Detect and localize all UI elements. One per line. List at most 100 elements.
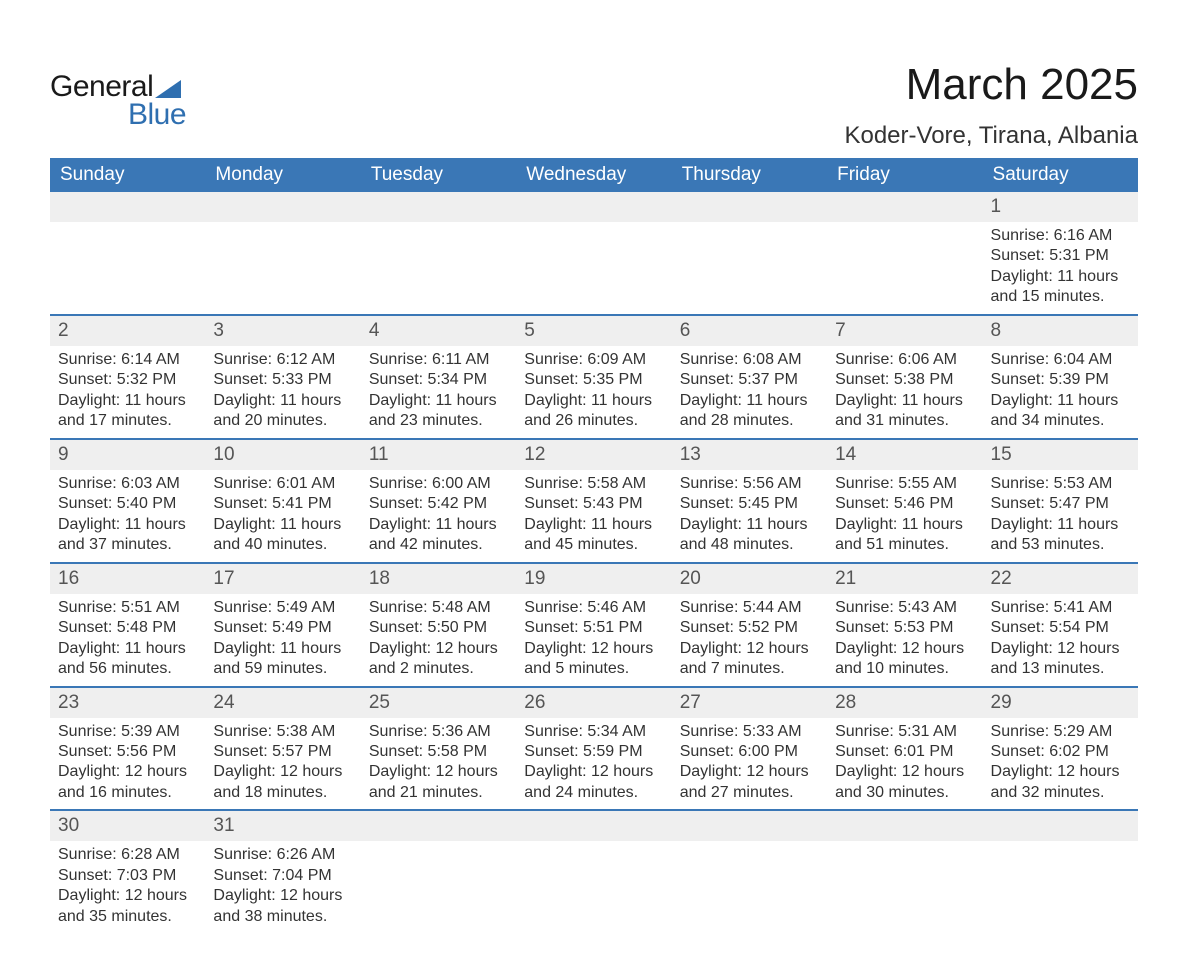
sunset-line: Sunset: 5:50 PM (369, 618, 508, 638)
daylight-line: Daylight: 11 hours and 23 minutes. (369, 391, 508, 432)
sunrise-line: Sunrise: 5:38 AM (213, 722, 352, 742)
calendar-day-cell (516, 810, 671, 933)
sunrise-line: Sunrise: 6:12 AM (213, 350, 352, 370)
day-details: Sunrise: 5:49 AMSunset: 5:49 PMDaylight:… (205, 594, 360, 686)
day-details: Sunrise: 6:00 AMSunset: 5:42 PMDaylight:… (361, 470, 516, 562)
sunset-line: Sunset: 7:04 PM (213, 866, 352, 886)
sunset-line: Sunset: 6:00 PM (680, 742, 819, 762)
sunrise-line: Sunrise: 6:06 AM (835, 350, 974, 370)
daylight-line: Daylight: 11 hours and 17 minutes. (58, 391, 197, 432)
calendar-day-cell: 11Sunrise: 6:00 AMSunset: 5:42 PMDayligh… (361, 439, 516, 563)
brand-triangle-icon (155, 80, 181, 98)
calendar-day-cell: 27Sunrise: 5:33 AMSunset: 6:00 PMDayligh… (672, 687, 827, 811)
day-number: 17 (205, 564, 360, 594)
daylight-line: Daylight: 11 hours and 28 minutes. (680, 391, 819, 432)
day-number: 29 (983, 688, 1138, 718)
calendar-day-cell (827, 192, 982, 315)
day-number: 3 (205, 316, 360, 346)
day-number: 13 (672, 440, 827, 470)
day-details: Sunrise: 5:41 AMSunset: 5:54 PMDaylight:… (983, 594, 1138, 686)
sunrise-line: Sunrise: 5:43 AM (835, 598, 974, 618)
day-number: 20 (672, 564, 827, 594)
sunrise-line: Sunrise: 5:46 AM (524, 598, 663, 618)
sunset-line: Sunset: 5:53 PM (835, 618, 974, 638)
day-number: 26 (516, 688, 671, 718)
calendar-day-cell: 20Sunrise: 5:44 AMSunset: 5:52 PMDayligh… (672, 563, 827, 687)
sunset-line: Sunset: 5:49 PM (213, 618, 352, 638)
sunrise-line: Sunrise: 6:03 AM (58, 474, 197, 494)
calendar-week-row: 30Sunrise: 6:28 AMSunset: 7:03 PMDayligh… (50, 810, 1138, 933)
day-number: 8 (983, 316, 1138, 346)
day-number (827, 811, 982, 841)
calendar-week-row: 1Sunrise: 6:16 AMSunset: 5:31 PMDaylight… (50, 192, 1138, 315)
sunset-line: Sunset: 5:56 PM (58, 742, 197, 762)
day-number: 9 (50, 440, 205, 470)
day-details: Sunrise: 5:48 AMSunset: 5:50 PMDaylight:… (361, 594, 516, 686)
day-details (205, 222, 360, 282)
sunrise-line: Sunrise: 5:44 AM (680, 598, 819, 618)
day-number (361, 811, 516, 841)
calendar-day-cell (672, 810, 827, 933)
weekday-header: Thursday (672, 158, 827, 192)
day-details: Sunrise: 5:34 AMSunset: 5:59 PMDaylight:… (516, 718, 671, 810)
sunrise-line: Sunrise: 6:28 AM (58, 845, 197, 865)
sunset-line: Sunset: 5:38 PM (835, 370, 974, 390)
sunset-line: Sunset: 5:41 PM (213, 494, 352, 514)
daylight-line: Daylight: 12 hours and 10 minutes. (835, 639, 974, 680)
calendar-week-row: 2Sunrise: 6:14 AMSunset: 5:32 PMDaylight… (50, 315, 1138, 439)
daylight-line: Daylight: 11 hours and 56 minutes. (58, 639, 197, 680)
calendar-day-cell: 25Sunrise: 5:36 AMSunset: 5:58 PMDayligh… (361, 687, 516, 811)
day-number: 16 (50, 564, 205, 594)
day-number: 21 (827, 564, 982, 594)
day-number: 22 (983, 564, 1138, 594)
sunset-line: Sunset: 6:01 PM (835, 742, 974, 762)
calendar-day-cell (827, 810, 982, 933)
daylight-line: Daylight: 12 hours and 21 minutes. (369, 762, 508, 803)
day-details: Sunrise: 5:43 AMSunset: 5:53 PMDaylight:… (827, 594, 982, 686)
day-details: Sunrise: 6:04 AMSunset: 5:39 PMDaylight:… (983, 346, 1138, 438)
brand-word-2: Blue (128, 98, 186, 132)
day-details (516, 841, 671, 901)
day-number: 18 (361, 564, 516, 594)
day-details (672, 841, 827, 901)
day-details: Sunrise: 6:03 AMSunset: 5:40 PMDaylight:… (50, 470, 205, 562)
calendar-day-cell: 23Sunrise: 5:39 AMSunset: 5:56 PMDayligh… (50, 687, 205, 811)
sunset-line: Sunset: 5:59 PM (524, 742, 663, 762)
calendar-day-cell: 12Sunrise: 5:58 AMSunset: 5:43 PMDayligh… (516, 439, 671, 563)
location-subtitle: Koder-Vore, Tirana, Albania (844, 122, 1138, 150)
sunrise-line: Sunrise: 6:14 AM (58, 350, 197, 370)
sunset-line: Sunset: 5:46 PM (835, 494, 974, 514)
sunrise-line: Sunrise: 5:53 AM (991, 474, 1130, 494)
calendar-day-cell: 13Sunrise: 5:56 AMSunset: 5:45 PMDayligh… (672, 439, 827, 563)
weekday-header: Friday (827, 158, 982, 192)
sunset-line: Sunset: 5:52 PM (680, 618, 819, 638)
day-details: Sunrise: 5:39 AMSunset: 5:56 PMDaylight:… (50, 718, 205, 810)
day-details (50, 222, 205, 282)
calendar-day-cell (672, 192, 827, 315)
calendar-day-cell: 22Sunrise: 5:41 AMSunset: 5:54 PMDayligh… (983, 563, 1138, 687)
sunset-line: Sunset: 5:51 PM (524, 618, 663, 638)
daylight-line: Daylight: 12 hours and 13 minutes. (991, 639, 1130, 680)
day-details: Sunrise: 5:53 AMSunset: 5:47 PMDaylight:… (983, 470, 1138, 562)
day-details: Sunrise: 5:33 AMSunset: 6:00 PMDaylight:… (672, 718, 827, 810)
weekday-header: Monday (205, 158, 360, 192)
calendar-day-cell (983, 810, 1138, 933)
sunrise-line: Sunrise: 5:51 AM (58, 598, 197, 618)
sunset-line: Sunset: 5:48 PM (58, 618, 197, 638)
calendar-day-cell (516, 192, 671, 315)
day-number: 2 (50, 316, 205, 346)
daylight-line: Daylight: 11 hours and 37 minutes. (58, 515, 197, 556)
day-number: 1 (983, 192, 1138, 222)
sunrise-line: Sunrise: 5:41 AM (991, 598, 1130, 618)
day-details (827, 841, 982, 901)
calendar-day-cell: 19Sunrise: 5:46 AMSunset: 5:51 PMDayligh… (516, 563, 671, 687)
day-details (516, 222, 671, 282)
calendar-day-cell: 18Sunrise: 5:48 AMSunset: 5:50 PMDayligh… (361, 563, 516, 687)
day-number: 23 (50, 688, 205, 718)
day-details (672, 222, 827, 282)
day-details: Sunrise: 6:16 AMSunset: 5:31 PMDaylight:… (983, 222, 1138, 314)
day-details: Sunrise: 6:01 AMSunset: 5:41 PMDaylight:… (205, 470, 360, 562)
day-number: 11 (361, 440, 516, 470)
sunrise-line: Sunrise: 5:34 AM (524, 722, 663, 742)
sunrise-line: Sunrise: 5:31 AM (835, 722, 974, 742)
